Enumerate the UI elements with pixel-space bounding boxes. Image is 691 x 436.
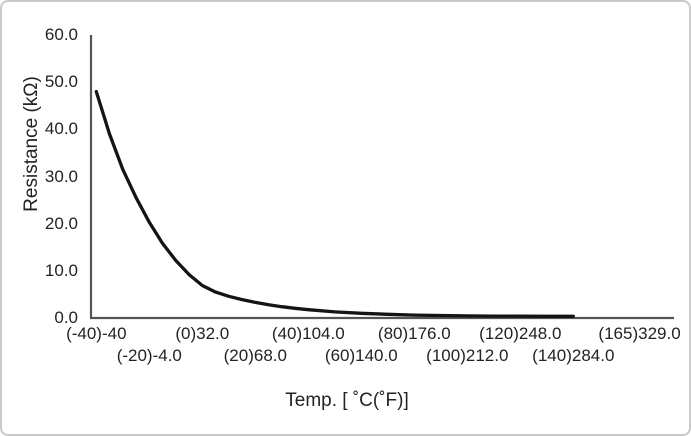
x-tick-label: (40)104.0	[271, 324, 345, 343]
x-tick-label: (120)248.0	[479, 324, 562, 343]
y-tick-label: 0.0	[54, 308, 78, 327]
y-tick-label: 20.0	[44, 213, 78, 233]
x-tick-label: (140)284.0	[532, 346, 615, 365]
y-axis-title: Resistance (kΩ)	[21, 76, 42, 212]
y-tick-label: 40.0	[44, 119, 78, 139]
y-tick-label: 30.0	[44, 166, 78, 186]
axes-lines	[89, 35, 674, 320]
y-tick-label: 50.0	[44, 72, 78, 92]
x-tick-label: (-40)-40	[66, 324, 127, 343]
x-tick-label: (60)140.0	[324, 346, 398, 365]
x-tick-label: (100)212.0	[426, 346, 509, 365]
x-tick-label: (165)329.0	[598, 324, 681, 343]
x-axis-title: Temp. [ ˚C(˚F)]	[285, 390, 409, 411]
x-tick-label: (20)68.0	[223, 346, 287, 365]
x-tick-label: (0)32.0	[175, 324, 230, 343]
y-tick-label: 60.0	[44, 25, 78, 44]
resistance-curve	[94, 89, 575, 318]
y-tick-label: 10.0	[44, 260, 78, 280]
x-tick-label: (80)176.0	[377, 324, 451, 343]
x-tick-label: (-20)-4.0	[116, 346, 182, 365]
